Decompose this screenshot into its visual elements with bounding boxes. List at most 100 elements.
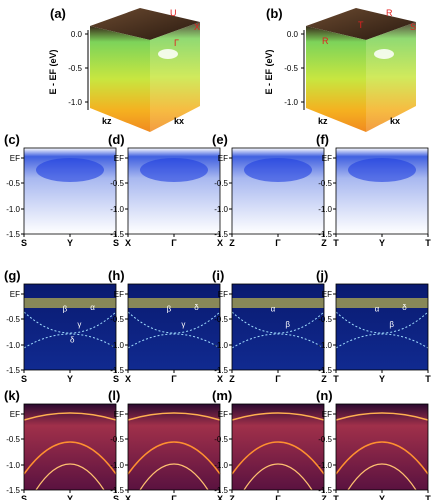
x-tick-label: X	[217, 494, 223, 500]
calc-band	[127, 441, 221, 475]
cube-left-face	[306, 26, 366, 132]
x-tick-label: Y	[379, 374, 385, 384]
y-tick-label: -1.0	[110, 461, 124, 470]
y-axis-label: E - EF (eV)	[264, 49, 274, 94]
y-tick-label: -1.5	[214, 366, 228, 375]
calc-band	[231, 441, 325, 475]
symmetry-point: R	[386, 8, 393, 18]
calc-band	[139, 463, 209, 491]
y-tick-label: EF	[10, 154, 20, 163]
panel-a: (a) 0.0 -0.5 -1.0 E - EF (eV) kz kx U X Γ	[48, 6, 200, 132]
band-label: β	[63, 305, 68, 314]
y-tick-label: 0.0	[287, 30, 299, 39]
band-label: α	[271, 305, 276, 314]
x-tick-label: S	[113, 494, 119, 500]
y-tick-label: -0.5	[6, 179, 20, 188]
x-tick-label: Γ	[171, 374, 177, 384]
panel-b: (b) 0.0 -0.5 -1.0 E - EF (eV) kz kx R S T R	[264, 6, 416, 132]
panel-label: (k)	[4, 388, 20, 403]
plot-area	[128, 404, 220, 490]
x-tick-label: Γ	[171, 494, 177, 500]
plot-area	[24, 404, 116, 490]
x-tick-label: Y	[379, 238, 385, 248]
kx-label: kx	[390, 116, 400, 126]
y-tick-label: EF	[114, 290, 124, 299]
band-guide	[23, 311, 117, 334]
x-tick-label: T	[425, 374, 431, 384]
intensity-hotspot	[374, 49, 394, 59]
calc-band	[127, 412, 221, 421]
panel-label: (c)	[4, 132, 20, 147]
panel-n: (n)EF-0.5-1.0-1.5T Y T	[316, 388, 431, 500]
y-tick-label: -0.5	[6, 435, 20, 444]
plot-area	[24, 284, 116, 370]
panel-label: (a)	[50, 6, 66, 21]
y-tick-label: EF	[322, 290, 332, 299]
y-tick-label: -0.5	[110, 435, 124, 444]
x-tick-label: T	[425, 238, 431, 248]
band-intensity	[336, 298, 428, 308]
y-axis-label: E - EF (eV)	[48, 49, 58, 94]
y-tick-label: -1.5	[214, 486, 228, 495]
panel-label: (f)	[316, 132, 329, 147]
panel-label: (h)	[108, 268, 125, 283]
band-label: β	[389, 320, 394, 329]
cube-top-face	[306, 8, 416, 40]
x-tick-label: T	[333, 494, 339, 500]
symmetry-point: R	[322, 36, 329, 46]
y-tick-label: -1.0	[214, 341, 228, 350]
x-tick-label: Γ	[275, 494, 281, 500]
y-tick-label: -1.5	[6, 230, 20, 239]
band-label: α	[90, 303, 95, 312]
plot-area	[336, 284, 428, 370]
spectral-weight	[140, 158, 208, 182]
y-tick-label: -1.5	[318, 230, 332, 239]
calc-band	[35, 463, 105, 491]
band-guide	[335, 333, 429, 349]
symmetry-point: S	[410, 22, 416, 32]
panel-label: (i)	[212, 268, 224, 283]
x-tick-label: Z	[321, 494, 327, 500]
x-tick-label: Y	[67, 374, 73, 384]
y-tick-label: -1.0	[284, 98, 298, 107]
panel-f: (f)EF-0.5-1.0-1.5T Y T	[316, 132, 431, 248]
y-tick-label: EF	[114, 154, 124, 163]
y-tick-label: -1.0	[6, 205, 20, 214]
y-tick-label: -0.5	[6, 315, 20, 324]
y-tick-label: -1.0	[6, 341, 20, 350]
band-intensity	[128, 298, 220, 308]
y-tick-label: -0.5	[68, 64, 82, 73]
calc-band	[231, 412, 325, 421]
x-tick-label: Z	[229, 374, 235, 384]
panel-label: (b)	[266, 6, 283, 21]
x-tick-label: Z	[229, 238, 235, 248]
x-tick-label: Z	[229, 494, 235, 500]
panel-label: (e)	[212, 132, 228, 147]
panel-d: (d)EF-0.5-1.0-1.5X Γ X	[108, 132, 223, 248]
x-tick-label: Y	[379, 494, 385, 500]
intensity-hotspot	[158, 49, 178, 59]
kx-label: kx	[174, 116, 184, 126]
x-tick-label: S	[113, 374, 119, 384]
y-tick-label: -0.5	[214, 179, 228, 188]
x-tick-label: X	[125, 494, 131, 500]
panel-label: (l)	[108, 388, 120, 403]
cube-top-face	[90, 8, 200, 40]
y-tick-label: -1.5	[110, 366, 124, 375]
y-tick-label: -1.5	[110, 230, 124, 239]
x-tick-label: Y	[67, 494, 73, 500]
calc-band	[243, 463, 313, 491]
band-label: γ	[77, 320, 81, 329]
panel-label: (m)	[212, 388, 232, 403]
band-guide	[127, 311, 221, 334]
plot-area	[128, 284, 220, 370]
symmetry-point: Γ	[174, 38, 179, 48]
spectral-weight	[36, 158, 104, 182]
panel-label: (j)	[316, 268, 328, 283]
cube-right-face	[366, 22, 416, 132]
y-tick-label: -1.0	[6, 461, 20, 470]
y-tick-label: -1.0	[318, 341, 332, 350]
